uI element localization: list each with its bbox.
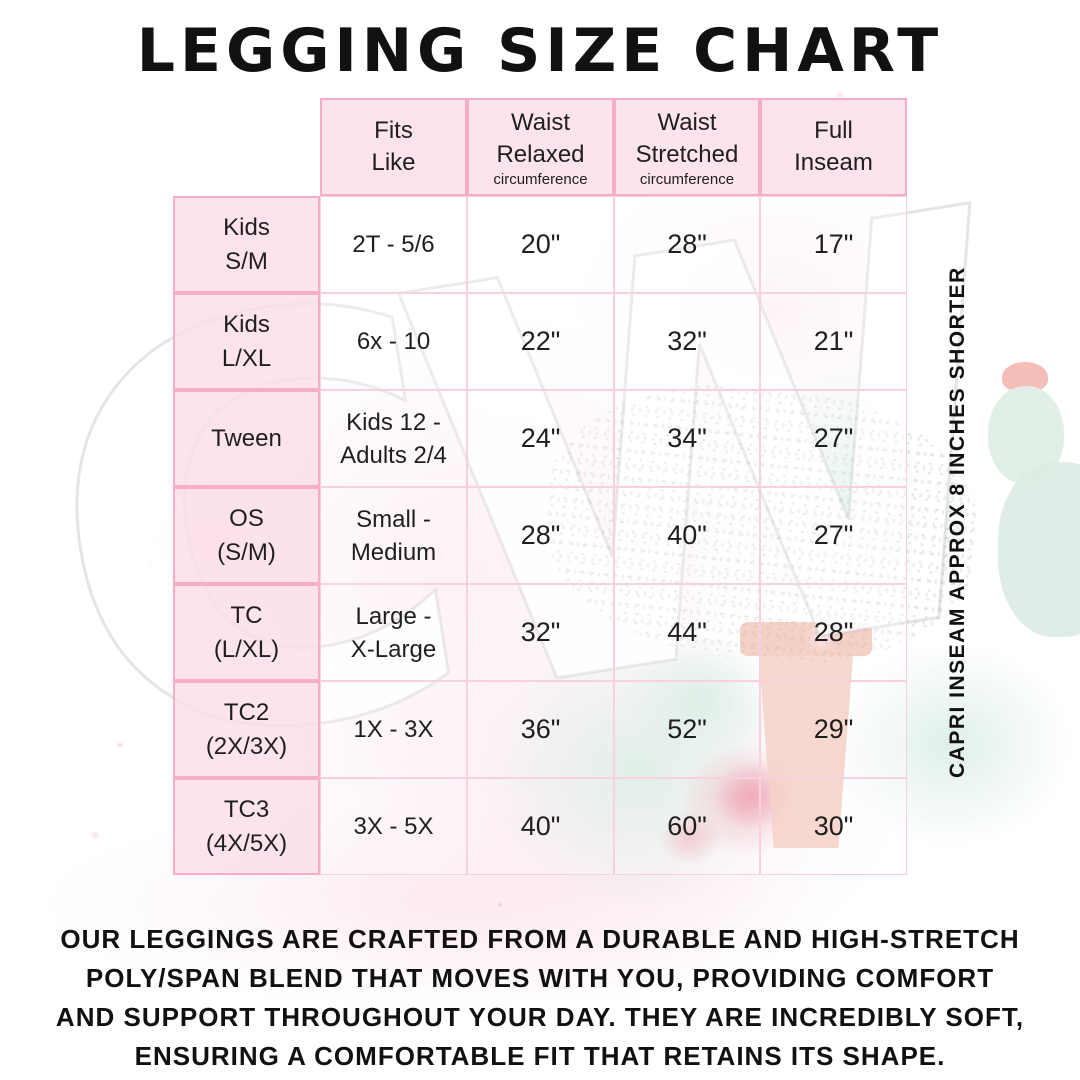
fits-line2: Medium	[350, 538, 437, 566]
full-inseam-cell: 28"	[760, 584, 907, 681]
waist-relaxed-cell: 22"	[467, 293, 614, 390]
row-header: TC2 (2X/3X)	[173, 681, 320, 778]
waist-relaxed-cell: 20"	[467, 196, 614, 293]
col-header-waist-stretched: Waist Stretched circumference	[614, 98, 760, 196]
fits-like-cell: Kids 12 - Adults 2/4	[320, 390, 467, 487]
cactus-pad	[998, 462, 1080, 637]
header-line2: Inseam	[794, 149, 873, 176]
row-label-line1: TC2	[223, 698, 270, 726]
waist-stretched-cell: 52"	[614, 681, 760, 778]
waist-relaxed-cell: 28"	[467, 487, 614, 584]
header-line2: Like	[371, 149, 416, 176]
row-header: OS (S/M)	[173, 487, 320, 584]
waist-relaxed-cell: 36"	[467, 681, 614, 778]
row-header: Kids L/XL	[173, 293, 320, 390]
fits-like-cell: Large - X-Large	[320, 584, 467, 681]
header-line1: Full	[814, 117, 853, 144]
waist-stretched-cell: 60"	[614, 778, 760, 875]
description-line: AND SUPPORT THROUGHOUT YOUR DAY. THEY AR…	[55, 1002, 1025, 1032]
fits-line1: 3X - 5X	[353, 813, 434, 840]
row-label-line1: Kids	[223, 310, 270, 338]
fits-line1: Kids 12 -	[346, 408, 441, 436]
description-paragraph: OUR LEGGINGS ARE CRAFTED FROM A DURABLE …	[0, 920, 1080, 1076]
pink-flower	[782, 586, 860, 658]
cactus-watermark	[972, 362, 1080, 642]
row-label-line2: (2X/3X)	[205, 732, 288, 760]
waist-relaxed-cell: 32"	[467, 584, 614, 681]
row-label-line1: Kids	[223, 213, 270, 241]
description-line: OUR LEGGINGS ARE CRAFTED FROM A DURABLE …	[60, 924, 1020, 954]
fits-line1: 1X - 3X	[353, 716, 434, 743]
waist-stretched-cell: 44"	[614, 584, 760, 681]
full-inseam-cell: 27"	[760, 390, 907, 487]
full-inseam-cell: 30"	[760, 778, 907, 875]
header-line1: Waist	[510, 108, 571, 136]
description-line: POLY/SPAN BLEND THAT MOVES WITH YOU, PRO…	[85, 963, 995, 993]
page-title: LEGGING SIZE CHART	[136, 16, 944, 86]
waist-stretched-cell: 40"	[614, 487, 760, 584]
row-label-line1: TC	[230, 601, 263, 629]
row-header: TC (L/XL)	[173, 584, 320, 681]
header-sub: circumference	[639, 170, 735, 188]
col-header-waist-relaxed: Waist Relaxed circumference	[467, 98, 614, 196]
fits-line2: Adults 2/4	[340, 441, 447, 469]
header-line2: Relaxed	[496, 140, 585, 168]
fits-like-cell: 2T - 5/6	[320, 196, 467, 293]
row-label-line1: TC3	[223, 795, 270, 823]
row-header: Tween	[173, 390, 320, 487]
header-line1: Waist	[657, 108, 717, 136]
waist-stretched-cell: 32"	[614, 293, 760, 390]
header-line1: Fits	[374, 117, 413, 144]
col-header-fits-like: Fits Like	[320, 98, 467, 196]
waist-stretched-cell: 28"	[614, 196, 760, 293]
fits-like-cell: 6x - 10	[320, 293, 467, 390]
row-label-line1: OS	[229, 504, 264, 532]
fits-line1: 2T - 5/6	[352, 231, 435, 258]
row-label-line2: L/XL	[221, 344, 272, 372]
row-label-line2: S/M	[225, 247, 268, 275]
flower-pot	[758, 650, 854, 848]
header-line2: Stretched	[635, 140, 739, 168]
fits-line1: Small -	[356, 505, 431, 533]
fits-line2: X-Large	[350, 635, 437, 663]
full-inseam-cell: 21"	[760, 293, 907, 390]
row-header: Kids S/M	[173, 196, 320, 293]
capri-inseam-note: CAPRI INSEAM APPROX 8 INCHES SHORTER	[946, 266, 969, 779]
fits-like-cell: 1X - 3X	[320, 681, 467, 778]
full-inseam-cell: 29"	[760, 681, 907, 778]
waist-relaxed-cell: 24"	[467, 390, 614, 487]
row-header: TC3 (4X/5X)	[173, 778, 320, 875]
fits-line1: Large -	[355, 602, 432, 630]
waist-relaxed-cell: 40"	[467, 778, 614, 875]
fits-like-cell: Small - Medium	[320, 487, 467, 584]
fits-line1: 6x - 10	[356, 328, 431, 355]
fits-like-cell: 3X - 5X	[320, 778, 467, 875]
description-line: ENSURING A COMFORTABLE FIT THAT RETAINS …	[134, 1041, 946, 1071]
table-corner-spacer	[173, 98, 320, 196]
row-label-line2: (S/M)	[217, 538, 276, 566]
col-header-full-inseam: Full Inseam	[760, 98, 907, 196]
full-inseam-cell: 17"	[760, 196, 907, 293]
size-chart-table: Fits Like Waist Relaxed circumference Wa…	[173, 98, 907, 875]
header-sub: circumference	[493, 170, 588, 188]
waist-stretched-cell: 34"	[614, 390, 760, 487]
row-label-line1: Tween	[211, 424, 282, 452]
full-inseam-cell: 27"	[760, 487, 907, 584]
row-label-line2: (L/XL)	[213, 635, 280, 663]
row-label-line2: (4X/5X)	[205, 829, 288, 857]
